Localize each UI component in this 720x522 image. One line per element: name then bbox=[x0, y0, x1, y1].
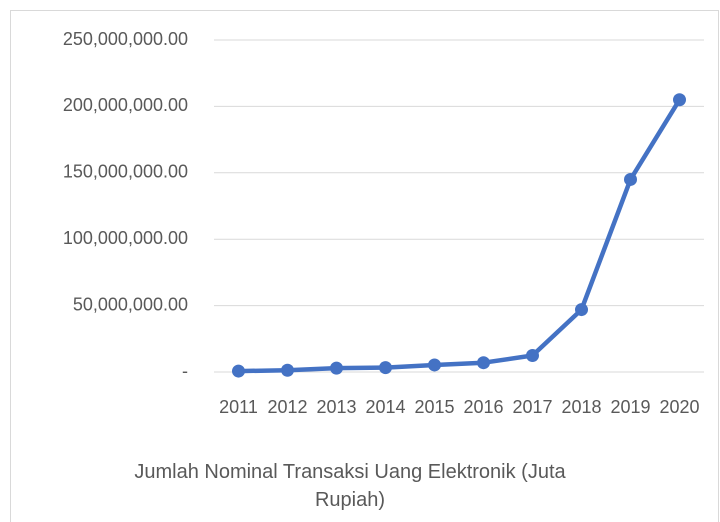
x-tick-label: 2012 bbox=[267, 397, 307, 417]
marker bbox=[232, 364, 245, 378]
marker bbox=[575, 303, 588, 317]
marker bbox=[477, 356, 490, 370]
x-tick-label: 2013 bbox=[316, 397, 356, 417]
y-tick-label: 200,000,000.00 bbox=[63, 95, 188, 115]
marker bbox=[526, 349, 539, 363]
x-tick-label: 2020 bbox=[659, 397, 699, 417]
chart-title: Jumlah Nominal Transaksi Uang Elektronik… bbox=[134, 461, 566, 511]
x-tick-label: 2016 bbox=[463, 397, 503, 417]
x-tick-label: 2015 bbox=[414, 397, 454, 417]
chart-border bbox=[10, 10, 719, 522]
x-tick-label: 2011 bbox=[219, 397, 258, 417]
marker bbox=[624, 172, 637, 186]
y-tick-label: 50,000,000.00 bbox=[73, 294, 188, 314]
y-tick-label: 100,000,000.00 bbox=[63, 228, 188, 248]
x-tick-label: 2019 bbox=[610, 397, 650, 417]
marker bbox=[428, 358, 441, 372]
y-tick-label: 250,000,000.00 bbox=[63, 29, 188, 49]
y-tick-label: 150,000,000.00 bbox=[63, 162, 188, 182]
marker bbox=[281, 363, 294, 377]
y-tick-label: - bbox=[182, 361, 188, 381]
x-tick-label: 2017 bbox=[512, 397, 552, 417]
x-tick-label: 2014 bbox=[365, 397, 405, 417]
marker bbox=[379, 361, 392, 375]
marker bbox=[673, 93, 686, 107]
marker bbox=[330, 361, 343, 375]
line bbox=[238, 98, 682, 374]
x-tick-label: 2018 bbox=[561, 397, 601, 417]
